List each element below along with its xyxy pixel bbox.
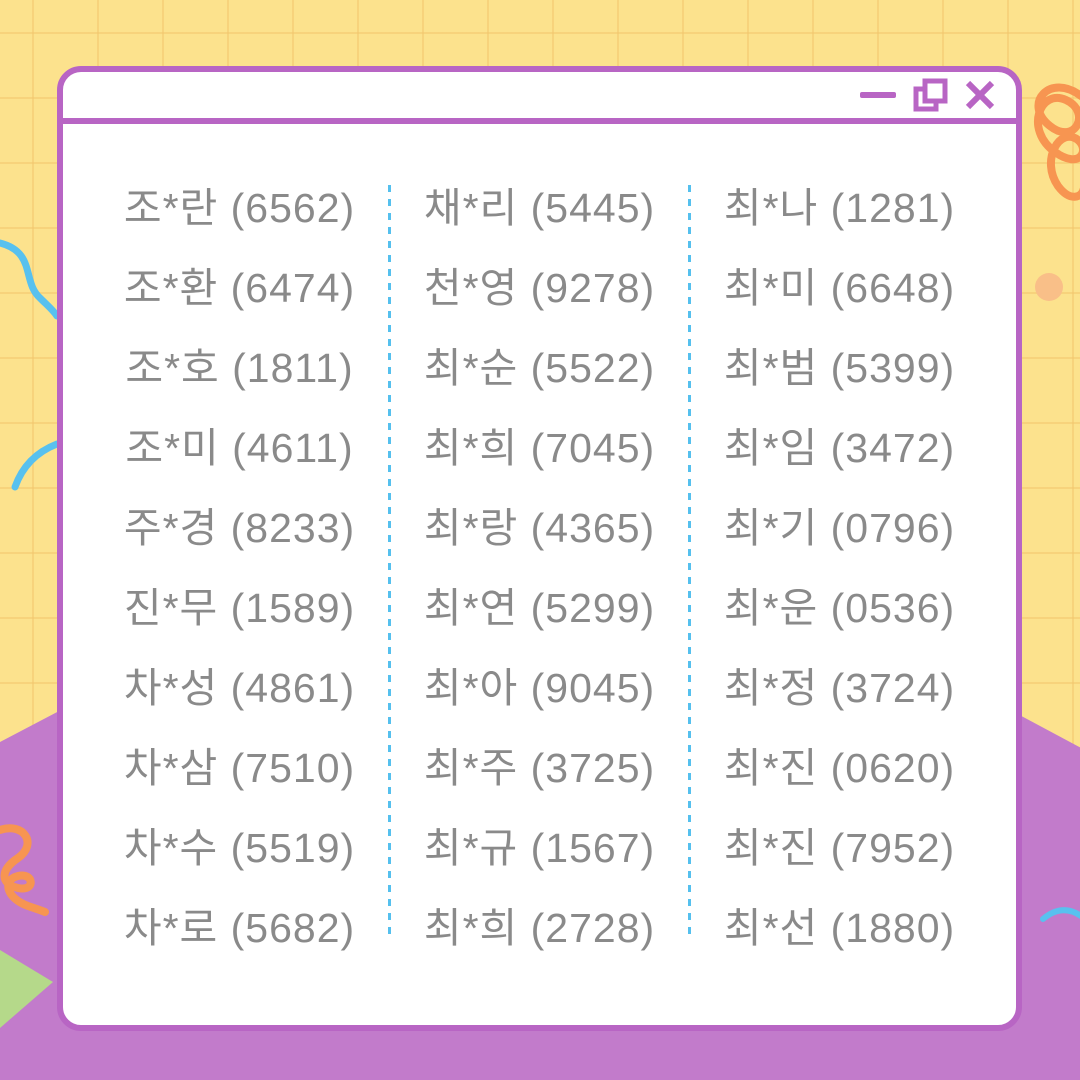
winner-entry: 최*진 (7952) <box>723 825 956 871</box>
winner-entry: 최*규 (1567) <box>423 825 656 871</box>
winners-column-1: 조*란 (6562) 조*환 (6474) 조*호 (1811) 조*미 (4611)… <box>91 168 388 969</box>
winner-entry: 진*무 (1589) <box>123 585 356 631</box>
winner-entry: 채*리 (5445) <box>423 185 656 231</box>
winner-entry: 조*환 (6474) <box>123 265 356 311</box>
blue-squiggle-icon <box>11 440 61 491</box>
winner-entry: 차*성 (4861) <box>123 665 356 711</box>
winner-entry: 천*영 (9278) <box>423 265 656 311</box>
winners-column-2: 채*리 (5445) 천*영 (9278) 최*순 (5522) 최*희 (7045)… <box>391 168 688 969</box>
winner-entry: 차*수 (5519) <box>123 825 356 871</box>
winner-entry: 최*희 (7045) <box>423 425 656 471</box>
winner-entry: 최*임 (3472) <box>723 425 956 471</box>
column-divider <box>388 185 391 941</box>
winner-entry: 최*범 (5399) <box>723 345 956 391</box>
winner-entry: 최*기 (0796) <box>723 505 956 551</box>
winner-entry: 최*아 (9045) <box>423 665 656 711</box>
orange-dot-icon <box>1035 273 1063 301</box>
window-titlebar <box>63 72 1016 124</box>
retro-window: 조*란 (6562) 조*환 (6474) 조*호 (1811) 조*미 (4611)… <box>57 66 1022 1031</box>
close-icon <box>965 80 995 110</box>
winner-entry: 최*나 (1281) <box>723 185 956 231</box>
orange-squiggle-icon <box>1034 83 1080 201</box>
maximize-icon <box>913 78 948 112</box>
winner-entry: 최*희 (2728) <box>423 905 656 951</box>
winner-entry: 최*미 (6648) <box>723 265 956 311</box>
maximize-button[interactable] <box>912 77 948 113</box>
close-button[interactable] <box>964 77 996 113</box>
winner-entry: 최*주 (3725) <box>423 745 656 791</box>
minimize-icon <box>860 92 896 98</box>
winner-entry: 최*순 (5522) <box>423 345 656 391</box>
column-divider <box>688 185 691 941</box>
winner-entry: 주*경 (8233) <box>123 505 356 551</box>
winner-entry: 조*미 (4611) <box>125 425 354 471</box>
winner-entry: 최*운 (0536) <box>723 585 956 631</box>
winner-entry: 최*연 (5299) <box>423 585 656 631</box>
winner-entry: 최*랑 (4365) <box>423 505 656 551</box>
winner-entry: 최*진 (0620) <box>723 745 956 791</box>
winner-entry: 최*선 (1880) <box>723 905 956 951</box>
winner-entry: 차*로 (5682) <box>123 905 356 951</box>
winner-entry: 차*삼 (7510) <box>123 745 356 791</box>
minimize-button[interactable] <box>860 77 896 113</box>
winner-entry: 조*란 (6562) <box>123 185 356 231</box>
winner-entry: 조*호 (1811) <box>125 345 354 391</box>
winner-entry: 최*정 (3724) <box>723 665 956 711</box>
blue-squiggle-icon <box>0 239 61 320</box>
winners-column-3: 최*나 (1281) 최*미 (6648) 최*범 (5399) 최*임 (3472)… <box>691 168 988 969</box>
winners-grid: 조*란 (6562) 조*환 (6474) 조*호 (1811) 조*미 (4611)… <box>63 124 1016 969</box>
